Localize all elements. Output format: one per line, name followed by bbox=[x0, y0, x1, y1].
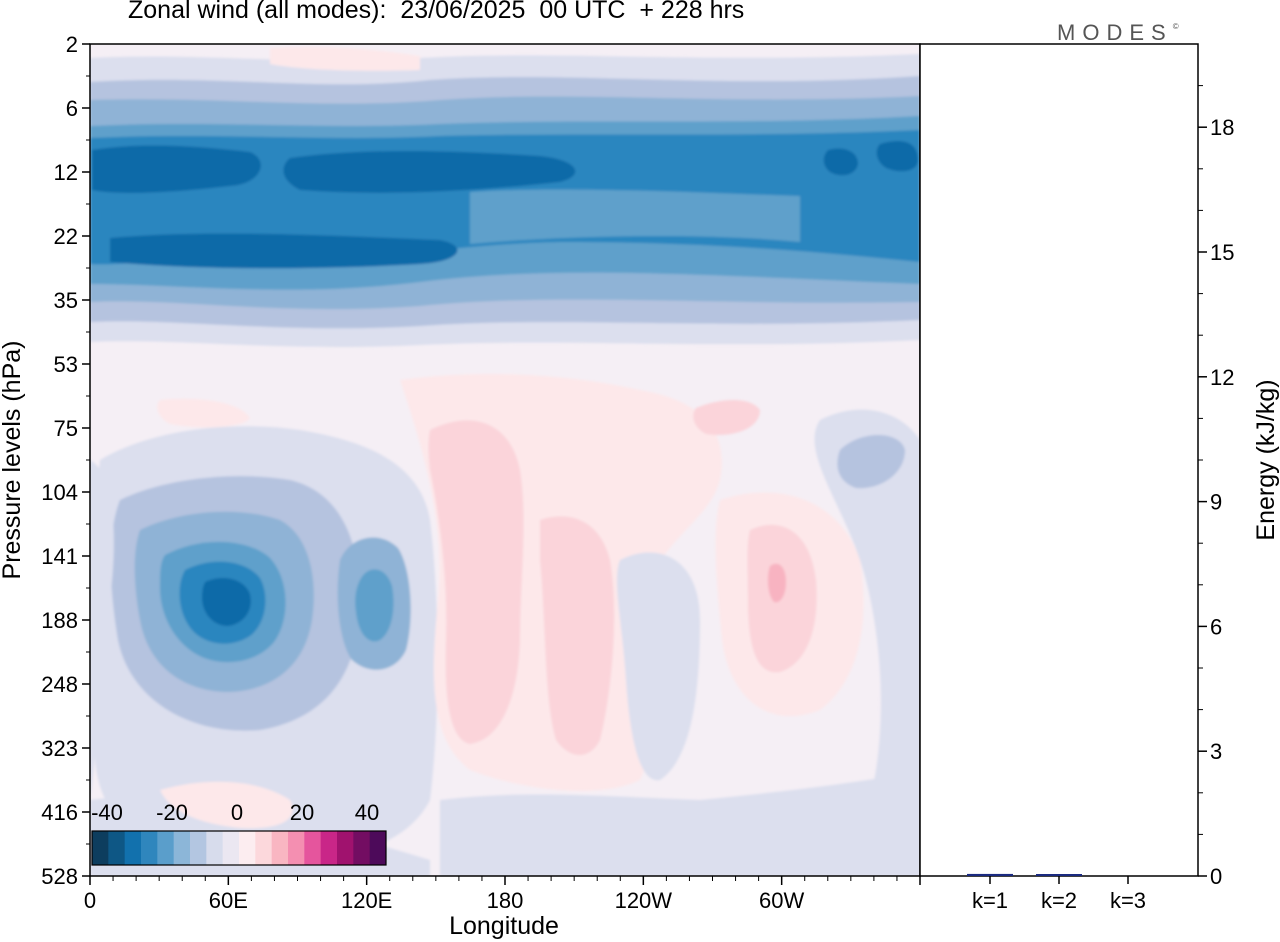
colorbar-swatch bbox=[369, 831, 387, 865]
pressure-tick-label: 6 bbox=[66, 96, 78, 121]
field-lavender-mid bbox=[616, 552, 700, 781]
energy-category-label: k=1 bbox=[972, 888, 1008, 913]
energy-tick-label: 9 bbox=[1210, 490, 1222, 515]
colorbar-swatch bbox=[353, 831, 371, 865]
longitude-tick-label: 180 bbox=[487, 888, 524, 913]
energy-panel-frame bbox=[919, 43, 1199, 877]
colorbar-tick-label: 40 bbox=[355, 800, 379, 825]
colorbar-swatch bbox=[320, 831, 338, 865]
heatmap-field bbox=[90, 44, 920, 876]
longitude-tick-label: 0 bbox=[84, 888, 96, 913]
pressure-tick-label: 104 bbox=[41, 480, 78, 505]
colorbar-swatch bbox=[304, 831, 322, 865]
colorbar: -40 -20 0 20 40 bbox=[91, 800, 387, 866]
pressure-tick-label: 528 bbox=[41, 864, 78, 889]
colorbar-tick-label: -20 bbox=[156, 800, 188, 825]
pressure-tick-label: 75 bbox=[54, 416, 78, 441]
field-pink-upper-east bbox=[693, 400, 760, 435]
logo-mark: © bbox=[1172, 22, 1179, 31]
colorbar-swatch bbox=[173, 831, 191, 865]
energy-tick-label: 6 bbox=[1210, 614, 1222, 639]
field-pale-east-blob bbox=[837, 435, 905, 489]
field-lavender-east bbox=[814, 409, 920, 876]
longitude-axis: 0 60E 120E 180 120W 60W bbox=[84, 876, 921, 913]
energy-tick-label: 15 bbox=[1210, 240, 1234, 265]
pressure-tick-label: 35 bbox=[54, 288, 78, 313]
field-core-cell bbox=[202, 578, 251, 626]
colorbar-swatch bbox=[124, 831, 142, 865]
colorbar-swatch bbox=[190, 831, 207, 865]
pressure-tick-label: 12 bbox=[54, 160, 78, 185]
longitude-tick-label: 120W bbox=[615, 888, 673, 913]
pressure-tick-label: 53 bbox=[54, 352, 78, 377]
colorbar-swatch bbox=[141, 831, 158, 865]
longitude-tick-label: 120E bbox=[341, 888, 392, 913]
energy-bar bbox=[1036, 874, 1082, 876]
field-medium-cell-east bbox=[355, 569, 394, 642]
pressure-tick-label: 188 bbox=[41, 608, 78, 633]
modes-logo: MODES© bbox=[1057, 20, 1179, 46]
energy-axis-label: Energy (kJ/kg) bbox=[1252, 379, 1280, 540]
energy-tick-label: 0 bbox=[1210, 864, 1222, 889]
colorbar-swatch bbox=[271, 831, 289, 865]
logo-text: MODES bbox=[1057, 20, 1173, 45]
longitude-tick-label: 60W bbox=[759, 888, 804, 913]
energy-bar bbox=[967, 873, 1013, 876]
colorbar-swatch bbox=[239, 831, 256, 865]
energy-category-label: k=3 bbox=[1110, 888, 1146, 913]
energy-axis: 0 3 6 9 12 15 18 bbox=[1198, 85, 1234, 889]
colorbar-swatch bbox=[92, 831, 109, 865]
y-axis-label: Pressure levels (hPa) bbox=[0, 341, 26, 580]
field-pink-bottom bbox=[160, 781, 293, 829]
colorbar-tick-label: 20 bbox=[290, 800, 314, 825]
pressure-tick-label: 22 bbox=[54, 224, 78, 249]
colorbar-swatch bbox=[255, 831, 273, 865]
pressure-tick-label: 323 bbox=[41, 736, 78, 761]
pressure-tick-label: 2 bbox=[66, 32, 78, 57]
field-jet-core-east2 bbox=[823, 148, 858, 176]
x-axis-label: Longitude bbox=[449, 912, 559, 940]
colorbar-swatch bbox=[157, 831, 175, 865]
field-jet-band bbox=[470, 189, 800, 244]
field-pink-light-central bbox=[428, 420, 524, 744]
field-jet-core-lower bbox=[110, 233, 458, 269]
pressure-tick-label: 141 bbox=[41, 544, 78, 569]
longitude-tick-label: 60E bbox=[209, 888, 248, 913]
colorbar-tick-label: 0 bbox=[231, 800, 243, 825]
pressure-tick-label: 248 bbox=[41, 672, 78, 697]
field-jet-core-mid bbox=[283, 151, 576, 193]
energy-tick-label: 12 bbox=[1210, 365, 1234, 390]
colorbar-swatch bbox=[288, 831, 305, 865]
energy-tick-label: 18 bbox=[1210, 115, 1234, 140]
field-pale-west-lower bbox=[90, 460, 114, 800]
field-jet-core-west bbox=[92, 145, 261, 193]
energy-tick-label: 3 bbox=[1210, 739, 1222, 764]
chart-title: Zonal wind (all modes): 23/06/2025 00 UT… bbox=[128, 0, 745, 24]
field-jet-core-east bbox=[876, 141, 918, 172]
field-lavender-bottom bbox=[440, 770, 920, 876]
colorbar-tick-label: -40 bbox=[91, 800, 123, 825]
energy-category-label: k=2 bbox=[1041, 888, 1077, 913]
field-pink-light-east bbox=[747, 524, 817, 673]
colorbar-swatch bbox=[108, 831, 126, 865]
pressure-tick-label: 416 bbox=[41, 800, 78, 825]
field-pink-light-mid bbox=[540, 516, 615, 755]
colorbar-swatch bbox=[337, 831, 354, 865]
field-pink-top bbox=[270, 46, 420, 71]
field-pink-upper-west bbox=[157, 398, 250, 428]
colorbar-swatch bbox=[206, 831, 224, 865]
energy-bars: k=1 k=2 k=3 bbox=[967, 873, 1146, 913]
field-pink-medium-east bbox=[767, 563, 786, 603]
colorbar-frame bbox=[91, 830, 387, 866]
pressure-axis: 2 6 12 22 35 53 75 104 141 188 248 323 416 528 bbox=[41, 32, 90, 889]
colorbar-swatch bbox=[222, 831, 240, 865]
